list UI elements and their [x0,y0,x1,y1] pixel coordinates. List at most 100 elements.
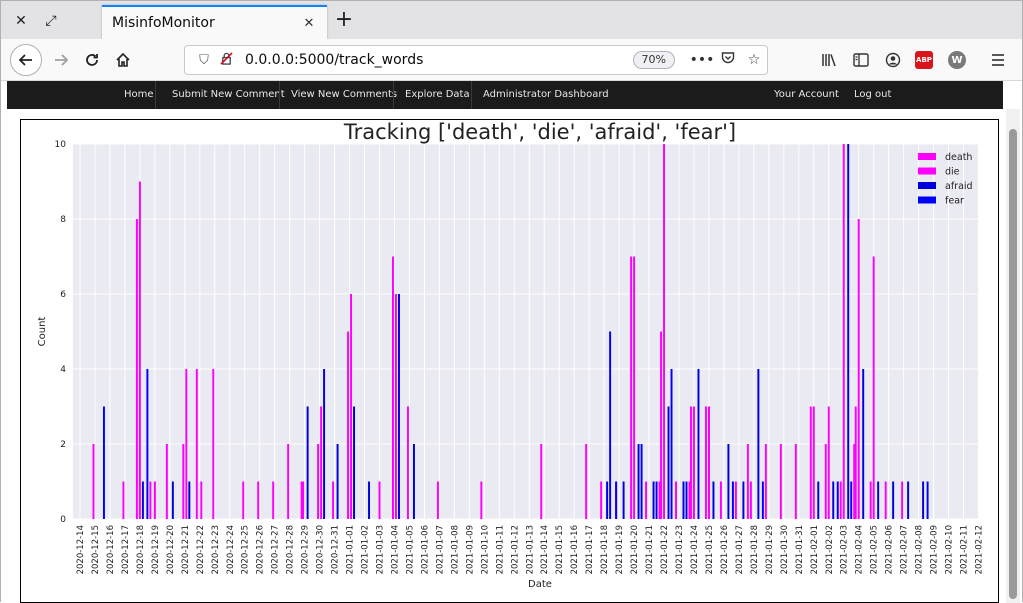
x-tick-label: 2021-01-31 [795,525,805,574]
bar-fear [926,481,929,519]
bar-death [719,481,722,519]
legend-label-die: die [945,167,960,178]
nav-divider [155,81,156,109]
bar-afraid [847,144,850,519]
scrollbar-thumb[interactable] [1009,129,1017,599]
bar-death [135,219,138,519]
home-button[interactable] [109,46,137,74]
bar-death [122,481,125,519]
bar-die [707,406,710,519]
bookmark-star-icon[interactable]: ☆ [747,52,761,68]
bar-die [200,481,203,519]
bar-afraid [892,481,895,519]
hamburger-menu-icon[interactable] [986,48,1010,72]
active-tab[interactable]: MisinfoMonitor ✕ [102,5,327,39]
bar-death [332,481,335,519]
x-tick-label: 2021-02-04 [855,525,865,574]
nav-divider [471,81,472,109]
x-tick-label: 2021-01-17 [585,525,595,574]
page-actions-icon[interactable]: ••• [689,52,715,68]
chart-title: Tracking ['death', 'die', 'afraid', 'fea… [343,120,736,144]
insecure-lock-icon[interactable] [215,51,237,69]
bar-die [350,294,353,519]
bar-fear [685,481,688,519]
extension-w-icon[interactable]: W [945,48,969,72]
bar-death [540,444,543,519]
close-window-icon[interactable]: ✕ [15,13,27,29]
bar-afraid [667,406,670,519]
bar-death [794,444,797,519]
bar-death [347,331,350,519]
account-icon[interactable] [881,48,905,72]
bar-death [182,444,185,519]
x-tick-label: 2020-12-17 [121,525,131,574]
x-tick-label: 2020-12-26 [256,525,266,574]
bar-death [869,481,872,519]
bar-afraid [336,444,339,519]
nav-submit-new-comment[interactable]: Submit New Comment [172,89,285,100]
bar-death [165,444,168,519]
bar-afraid [712,481,715,519]
x-tick-label: 2020-12-14 [76,525,86,574]
bar-afraid [188,481,191,519]
x-tick-label: 2021-01-12 [510,525,520,574]
gridlines [73,143,980,520]
y-axis-label: Count [37,317,48,347]
page-content: Home Submit New Comment View New Comment… [1,81,1022,603]
tab-close-icon[interactable]: ✕ [303,15,315,31]
bar-afraid [862,369,865,519]
x-tick-label: 2021-01-27 [735,525,745,574]
nav-view-new-comments[interactable]: View New Comments [291,89,398,100]
sidebar-icon[interactable] [849,48,873,72]
back-button[interactable] [10,44,42,76]
library-icon[interactable] [818,48,842,72]
x-tick-label: 2021-01-02 [361,525,371,574]
x-tick-label: 2021-01-10 [480,525,490,574]
url-text[interactable]: 0.0.0.0:5000/track_words [245,52,424,68]
x-tick-label: 2021-02-02 [825,525,835,574]
x-tick-label: 2021-02-10 [945,525,955,574]
x-tick-label: 2021-01-11 [495,525,505,574]
nav-your-account[interactable]: Your Account [774,89,839,100]
x-tick-label: 2021-01-08 [450,525,460,574]
nav-home[interactable]: Home [124,89,154,100]
bar-death [600,481,603,519]
adblock-plus-icon[interactable]: ABP [912,48,936,72]
axes: 0 2 4 6 8 10 2020-12-14 2020-12-15 2020-12-16 202… [55,140,985,574]
shield-icon[interactable]: ⛉ [199,52,209,68]
x-tick-label: 2020-12-23 [211,525,221,574]
bar-death [884,481,887,519]
arrow-left-icon [18,54,32,66]
x-tick-label: 2021-01-18 [600,525,610,574]
bar-death [645,481,648,519]
nav-explore-data[interactable]: Explore Data [405,89,470,100]
page-scrollbar[interactable] [1006,109,1020,603]
bar-die [153,481,156,519]
url-bar[interactable]: ⛉ 0.0.0.0:5000/track_words 70% ••• ☆ [184,45,768,75]
x-tick-label: 2020-12-30 [316,525,326,574]
bar-death [660,331,663,519]
bar-death [585,444,588,519]
x-tick-label: 2021-02-01 [810,525,820,574]
expand-window-icon[interactable]: ⤢ [45,13,57,29]
zoom-level[interactable]: 70% [632,51,675,69]
new-tab-icon[interactable]: + [334,7,354,32]
x-tick-label: 2021-02-08 [915,525,925,574]
pocket-icon[interactable] [715,51,741,69]
nav-log-out[interactable]: Log out [854,89,892,100]
bar-death [149,481,152,519]
bar-death [212,369,215,519]
reload-icon [86,54,98,66]
bar-die [872,256,875,519]
bar-afraid [757,369,760,519]
reload-button[interactable] [78,46,106,74]
y-tick-label: 6 [60,290,66,300]
forward-button[interactable] [47,46,75,74]
tab-title: MisinfoMonitor [112,15,215,31]
nav-administrator-dashboard[interactable]: Administrator Dashboard [483,89,609,100]
site-navbar: Home Submit New Comment View New Comment… [7,81,1003,109]
x-tick-label: 2020-12-27 [271,525,281,574]
legend-label-afraid: afraid [945,181,973,192]
bar-death [704,406,707,519]
